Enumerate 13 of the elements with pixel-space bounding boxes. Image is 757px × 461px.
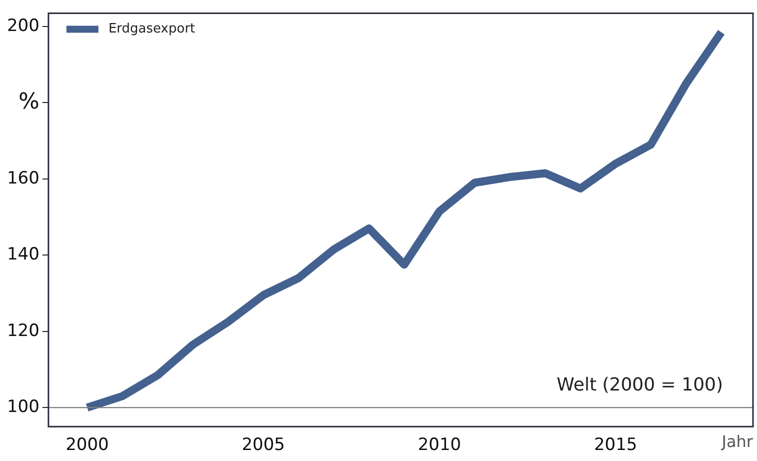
x-tick-label: 2010 — [418, 435, 462, 456]
y-tick-label: % — [18, 89, 40, 114]
x-tick-label: 2000 — [66, 435, 109, 456]
annotation: Welt (2000 = 100) — [556, 374, 723, 396]
y-tick-label: 120 — [6, 320, 40, 341]
y-tick-label: 140 — [6, 244, 40, 265]
x-tick-label: 2015 — [594, 435, 638, 456]
legend-label: Erdgasexport — [108, 22, 196, 37]
x-axis-title: Jahr — [720, 432, 754, 451]
x-tick-label: 2005 — [242, 435, 285, 456]
y-tick-label: 200 — [6, 16, 40, 36]
y-tick-label: 100 — [6, 396, 40, 417]
y-tick-label: 160 — [6, 168, 40, 188]
